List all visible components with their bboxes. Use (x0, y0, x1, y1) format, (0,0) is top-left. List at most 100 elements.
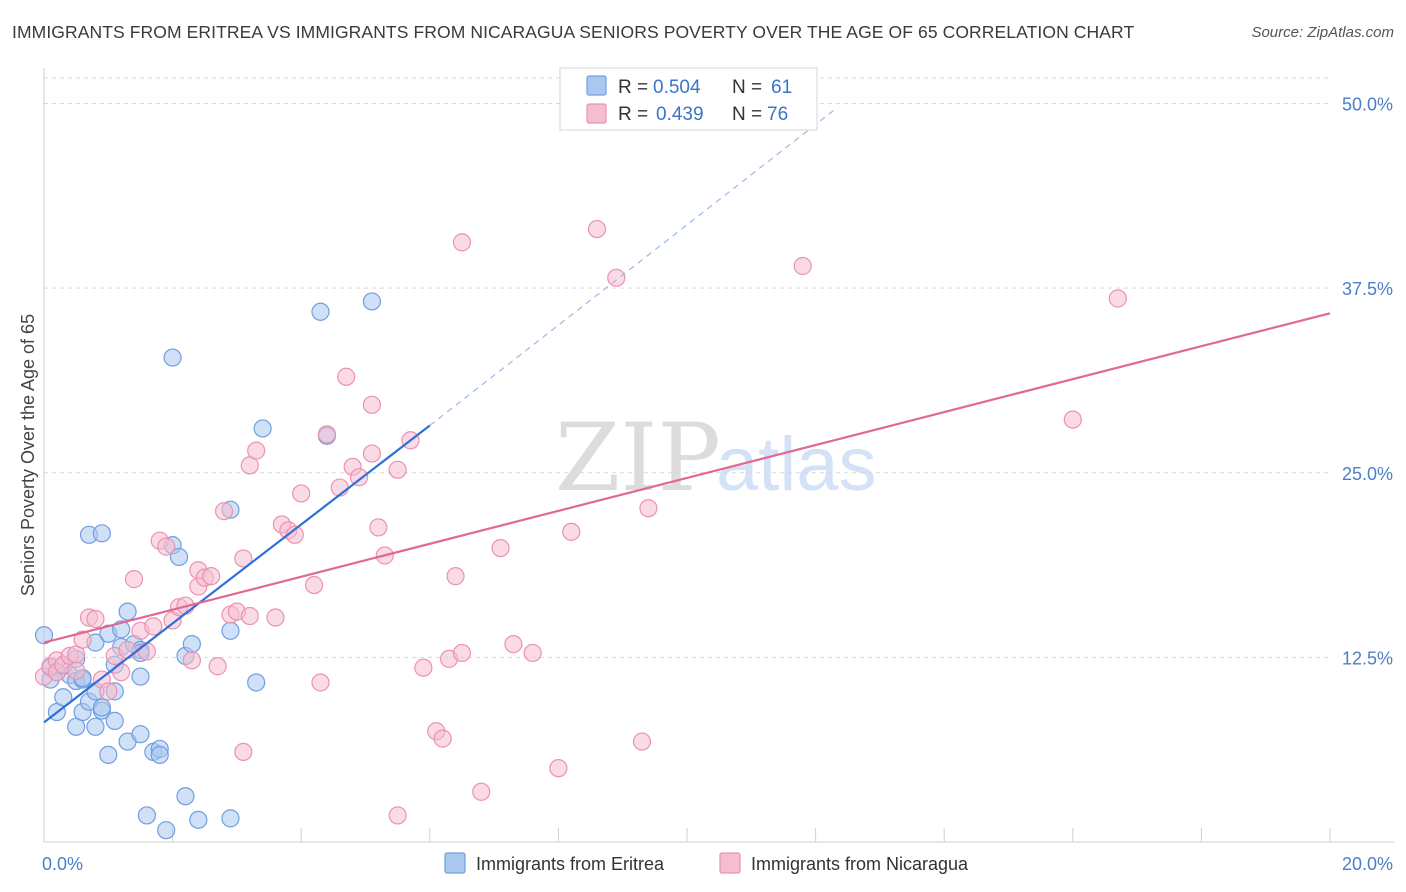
scatter-point (157, 821, 176, 840)
scatter-point (433, 729, 452, 748)
scatter-point (99, 682, 118, 701)
scatter-point (99, 745, 118, 764)
scatter-point (362, 444, 382, 463)
scatter-point (349, 468, 369, 487)
bottom-legend-label-nicaragua: Immigrants from Nicaragua (751, 854, 969, 874)
scatter-point (388, 806, 407, 825)
scatter-point (54, 688, 73, 707)
scatter-point (137, 806, 156, 825)
x-tick-label: 20.0% (1342, 854, 1393, 874)
scatter-point (369, 518, 388, 537)
scatter-point (587, 219, 607, 239)
scatter-point (452, 233, 472, 252)
scatter-point (362, 292, 382, 311)
legend-n-value-0: 61 (771, 77, 792, 98)
scatter-point (388, 460, 407, 479)
bottom-legend-swatch-eritrea (444, 852, 466, 874)
scatter-point (221, 621, 240, 640)
scatter-point (472, 782, 491, 801)
scatter-point (562, 522, 581, 541)
scatter-point (189, 810, 208, 829)
scatter-point (157, 537, 176, 556)
scatter-point (549, 759, 568, 778)
scatter-point (266, 608, 285, 627)
scatter-point (1108, 289, 1127, 308)
scatter-point (118, 640, 137, 660)
scatter-point (73, 630, 92, 649)
scatter-point (311, 673, 330, 692)
scatter-point (182, 651, 201, 670)
scatter-point (105, 711, 124, 730)
scatter-point (607, 268, 626, 287)
scatter-point (247, 673, 266, 692)
scatter-point (234, 742, 253, 762)
x-tick-label: 0.0% (42, 854, 83, 874)
scatter-point (253, 419, 272, 438)
scatter-point (491, 538, 510, 558)
chart-title: IMMIGRANTS FROM ERITREA VS IMMIGRANTS FR… (12, 22, 1135, 42)
bottom-legend-label-eritrea: Immigrants from Eritrea (476, 854, 665, 874)
scatter-point (311, 302, 330, 321)
scatter-point (169, 547, 189, 567)
scatter-point (304, 575, 324, 595)
scatter-point (131, 725, 150, 744)
scatter-point (131, 667, 150, 686)
y-axis-label: Seniors Poverty Over the Age of 65 (18, 314, 38, 596)
scatter-point (221, 809, 240, 828)
scatter-point (414, 658, 433, 677)
bottom-legend: Immigrants from Eritrea Immigrants from … (444, 852, 969, 874)
scatter-point (163, 348, 182, 367)
trend-line-solid (43, 424, 431, 724)
legend: R = 0.504 N = 61 R = 0.439 N = 76 (559, 67, 818, 131)
scatter-point (639, 499, 658, 518)
y-tick-label: 25.0% (1342, 464, 1393, 484)
series-nicaragua (34, 219, 1127, 825)
scatter-point (182, 634, 201, 654)
scatter-point (240, 606, 259, 626)
scatter-point (67, 661, 86, 680)
grid (44, 77, 1330, 658)
scatter-point (337, 367, 356, 386)
scatter-point (214, 502, 234, 521)
legend-r-label-1: R = (618, 104, 648, 125)
scatter-point (150, 745, 169, 764)
scatter-point (292, 484, 311, 503)
scatter-point (317, 425, 337, 444)
scatter-point (118, 602, 137, 621)
scatter-point (202, 567, 221, 586)
scatter-point (137, 642, 156, 661)
legend-r-label-0: R = (618, 77, 648, 98)
legend-n-value-1: 76 (767, 104, 788, 125)
scatter-point (34, 626, 54, 645)
scatter-point (504, 634, 523, 654)
scatter-point (234, 549, 253, 568)
scatter-point (144, 617, 163, 636)
scatter-point (86, 717, 105, 736)
legend-swatch-nicaragua (586, 103, 607, 124)
trend-lines (43, 108, 1331, 724)
y-tick-label: 12.5% (1342, 648, 1393, 668)
series-eritrea (34, 292, 382, 840)
scatter-point (362, 395, 382, 414)
scatter-point (92, 524, 111, 543)
legend-n-label-1: N = (732, 104, 762, 125)
scatter-point (523, 643, 542, 663)
scatter-point (176, 787, 195, 806)
scatter-point (452, 643, 472, 663)
y-tick-label: 37.5% (1342, 279, 1393, 299)
scatter-point (86, 609, 105, 629)
scatter-point (793, 256, 812, 276)
scatter-point (632, 732, 652, 751)
trend-line-dashed (429, 108, 836, 426)
axes (43, 68, 1394, 843)
scatter-point (446, 567, 465, 586)
scatter-point (124, 570, 144, 589)
watermark-zip: ZIP (555, 404, 721, 513)
trend-line-solid (43, 312, 1331, 644)
scatter-point (1063, 410, 1082, 429)
legend-swatch-eritrea (586, 75, 607, 96)
legend-r-value-0: 0.504 (653, 77, 701, 98)
scatter-point (247, 441, 266, 460)
legend-r-value-1: 0.439 (656, 104, 704, 125)
